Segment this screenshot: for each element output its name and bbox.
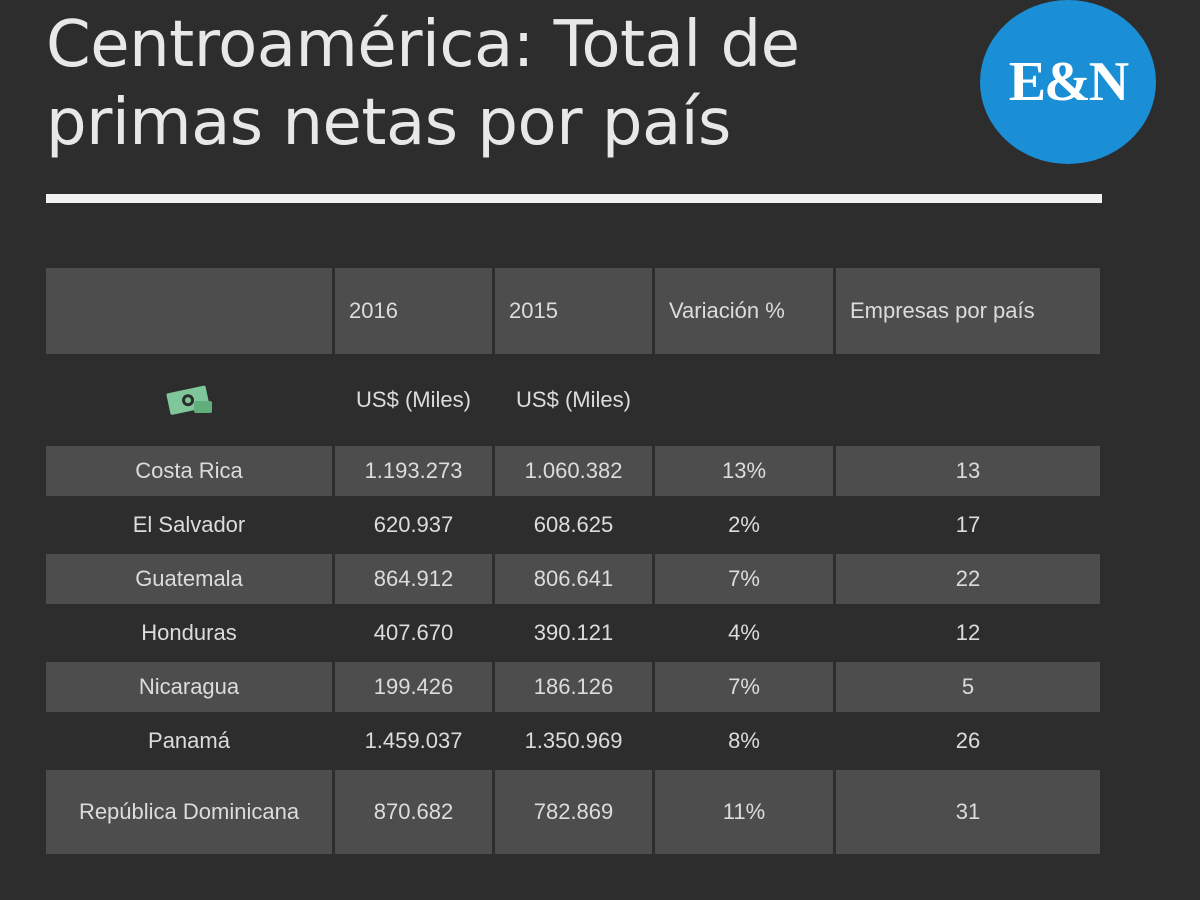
companies-cell: 17 [955, 512, 981, 537]
companies-cell: 26 [955, 728, 981, 753]
variation-cell: 7% [655, 662, 833, 712]
table-row: Nicaragua 199.426 186.126 7% 5 [46, 662, 1100, 712]
country-cell: Nicaragua [46, 662, 332, 712]
companies-cell: 5 [836, 662, 1100, 712]
variation-cell: 2% [728, 512, 760, 537]
value-2016-cell: 620.937 [373, 512, 454, 537]
unit-cell-empresas [836, 358, 1100, 442]
table-header-row: 2016 2015 Variación % Empresas por país [46, 268, 1100, 354]
page-title: Centroamérica: Total de primas netas por… [46, 8, 800, 160]
unit-cell-2016: US$ (Miles) [356, 387, 471, 412]
unit-cell-2015: US$ (Miles) [516, 387, 631, 412]
variation-cell: 7% [655, 554, 833, 604]
variation-cell: 13% [655, 446, 833, 496]
value-2016-cell: 870.682 [335, 770, 492, 854]
value-2016-cell: 1.193.273 [335, 446, 492, 496]
value-2015-cell: 1.060.382 [495, 446, 652, 496]
premiums-table: 2016 2015 Variación % Empresas por país … [46, 268, 1100, 858]
country-cell: El Salvador [132, 512, 246, 537]
table-row: Honduras 407.670 390.121 4% 12 [46, 608, 1100, 658]
title-divider [46, 194, 1102, 203]
table-row: El Salvador 620.937 608.625 2% 17 [46, 500, 1100, 550]
table-row: Costa Rica 1.193.273 1.060.382 13% 13 [46, 446, 1100, 496]
value-2015-cell: 806.641 [495, 554, 652, 604]
companies-cell: 22 [836, 554, 1100, 604]
variation-cell: 4% [728, 620, 760, 645]
logo-text: E&N [1008, 51, 1129, 113]
table-unit-row: US$ (Miles) US$ (Miles) [46, 358, 1100, 442]
country-cell: Panamá [148, 728, 230, 753]
companies-cell: 12 [955, 620, 981, 645]
country-cell: República Dominicana [46, 770, 332, 854]
unit-cell-variacion [655, 358, 833, 442]
companies-cell: 13 [836, 446, 1100, 496]
value-2016-cell: 864.912 [335, 554, 492, 604]
header-cell-variacion: Variación % [655, 268, 833, 354]
country-cell: Costa Rica [46, 446, 332, 496]
header-cell-country [46, 268, 332, 354]
header-cell-2016: 2016 [335, 268, 492, 354]
table-row: Panamá 1.459.037 1.350.969 8% 26 [46, 716, 1100, 766]
header-cell-empresas: Empresas por país [836, 268, 1100, 354]
value-2016-cell: 199.426 [335, 662, 492, 712]
value-2016-cell: 1.459.037 [364, 728, 463, 753]
country-cell: Guatemala [46, 554, 332, 604]
value-2015-cell: 186.126 [495, 662, 652, 712]
value-2015-cell: 1.350.969 [524, 728, 623, 753]
table-row: República Dominicana 870.682 782.869 11%… [46, 770, 1100, 854]
variation-cell: 8% [728, 728, 760, 753]
value-2015-cell: 608.625 [533, 512, 614, 537]
country-cell: Honduras [141, 620, 237, 645]
unit-cell-icon [46, 358, 332, 442]
header-cell-2015: 2015 [495, 268, 652, 354]
value-2015-cell: 782.869 [495, 770, 652, 854]
variation-cell: 11% [655, 770, 833, 854]
money-icon [166, 385, 212, 415]
companies-cell: 31 [836, 770, 1100, 854]
table-row: Guatemala 864.912 806.641 7% 22 [46, 554, 1100, 604]
value-2016-cell: 407.670 [373, 620, 454, 645]
value-2015-cell: 390.121 [533, 620, 614, 645]
brand-logo: E&N [980, 0, 1156, 164]
